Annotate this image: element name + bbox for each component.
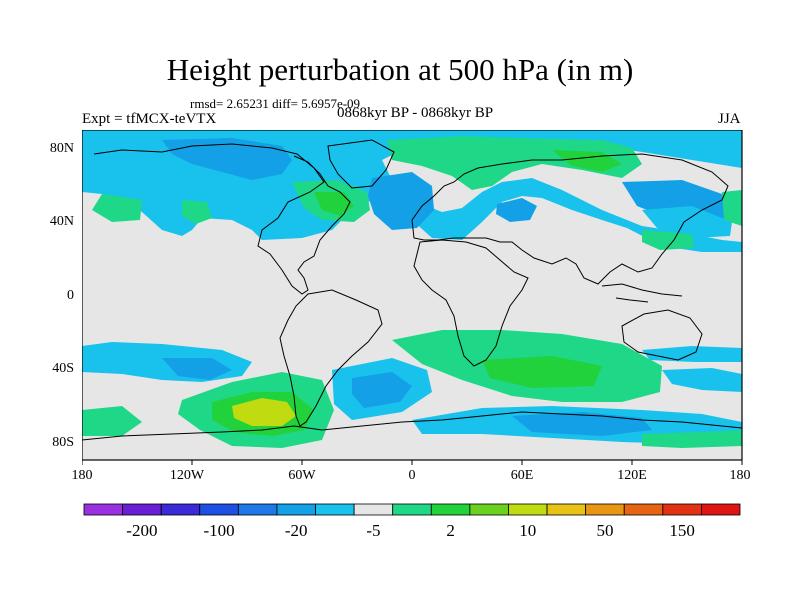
contour-green-south-pacific-east <box>82 406 142 436</box>
coastline-greenland <box>327 139 395 189</box>
coastline-africa <box>413 239 529 367</box>
lon-label-120w: 120W <box>169 468 205 483</box>
lat-label-40s: 40S <box>52 361 74 376</box>
lat-label-80n: 80N <box>49 141 74 156</box>
lon-label-0: 0 <box>408 468 416 483</box>
colorbar-box <box>315 503 355 516</box>
lon-label-120e: 120E <box>617 468 647 483</box>
contour-light-blue-east-pacific <box>642 206 732 238</box>
contour-green-pacific-east-edge <box>722 190 742 226</box>
colorbar-box <box>508 503 548 516</box>
colorbar-box <box>392 503 432 516</box>
stats-label: rmsd= 2.65231 diff= 5.6957e-09 <box>190 96 361 111</box>
contour-blue-south-atlantic <box>352 372 412 408</box>
lat-label-0: 0 <box>67 288 74 303</box>
coastline-indonesia <box>601 283 683 303</box>
colorbar-box <box>430 503 471 516</box>
contour-light-blue-south-east <box>662 368 742 392</box>
colorbar-labels: -200 -100 -20 -5 2 10 50 150 <box>126 521 695 540</box>
colorbar-box <box>122 503 162 516</box>
contour-green-pacific <box>182 200 212 224</box>
colorbar-label: 2 <box>446 521 455 540</box>
season-label: JJA <box>718 111 741 127</box>
coastlines <box>82 139 742 441</box>
colorbar-box <box>83 503 123 516</box>
colorbar-box <box>623 503 664 516</box>
colorbar-label: -5 <box>366 521 380 540</box>
colorbar-box <box>276 503 316 516</box>
colorbar: -200 -100 -20 -5 2 10 50 150 <box>83 503 741 540</box>
lon-label-180e: 180 <box>729 468 751 483</box>
colorbar-label: -100 <box>203 521 234 540</box>
colorbar-box <box>701 503 741 516</box>
contour-green-north-europe <box>387 136 642 190</box>
colorbar-label: -200 <box>126 521 157 540</box>
colorbar-box <box>469 503 509 516</box>
lon-label-60e: 60E <box>510 468 534 483</box>
period-label: 0868kyr BP - 0868kyr BP <box>336 105 494 121</box>
lat-label-80s: 80S <box>52 435 74 450</box>
colorbar-box <box>160 503 201 516</box>
contour-green-west-pacific <box>642 230 694 250</box>
coastline-south-america <box>279 289 383 427</box>
colorbar-boxes <box>83 503 741 516</box>
colorbar-label: 10 <box>519 521 536 540</box>
colorbar-label: 150 <box>669 521 695 540</box>
plot-title: Height perturbation at 500 hPa (in m) <box>166 52 634 87</box>
map-plot-area <box>82 130 743 461</box>
colorbar-box <box>546 503 587 516</box>
colorbar-box <box>237 503 278 516</box>
lat-label-40n: 40N <box>49 214 74 229</box>
contour-blue-greenland <box>368 172 434 230</box>
colorbar-box <box>353 503 394 516</box>
contour-yellow-green-south-america <box>232 398 296 426</box>
contour-green-north-atlantic <box>92 194 142 222</box>
coastline-antarctica <box>82 411 742 441</box>
map-panel <box>82 130 743 465</box>
coastline-australia <box>621 309 703 361</box>
colorbar-box <box>585 503 625 516</box>
colorbar-box <box>199 503 239 516</box>
coastline-north-america <box>93 143 351 295</box>
colorbar-label: -20 <box>285 521 308 540</box>
contour-blue-south-pacific <box>162 358 232 380</box>
coastline-eurasia <box>411 153 729 285</box>
contour-green-south-indian-band <box>642 430 742 448</box>
contour-fields <box>82 130 742 448</box>
colorbar-box <box>662 503 702 516</box>
lon-label-60w: 60W <box>288 468 316 483</box>
experiment-label: Expt = tfMCX-teVTX <box>82 111 217 127</box>
contour-blue-central-asia <box>496 198 537 222</box>
lon-label-180w: 180 <box>71 468 93 483</box>
contour-green-north-america-core <box>314 192 354 216</box>
contour-green-south-indian-core <box>482 356 602 388</box>
contour-blue-north-pacific <box>162 138 292 180</box>
lon-axis <box>82 460 743 465</box>
colorbar-label: 50 <box>596 521 613 540</box>
